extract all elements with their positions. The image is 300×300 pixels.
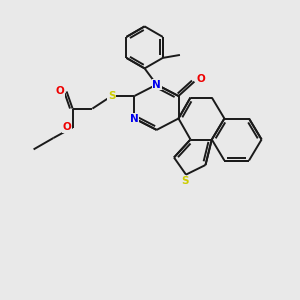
Text: N: N	[130, 113, 139, 124]
Text: O: O	[196, 74, 206, 84]
Text: N: N	[152, 80, 161, 90]
Text: O: O	[62, 122, 71, 133]
Text: O: O	[56, 86, 64, 97]
Text: S: S	[108, 91, 116, 101]
Text: S: S	[182, 176, 189, 187]
